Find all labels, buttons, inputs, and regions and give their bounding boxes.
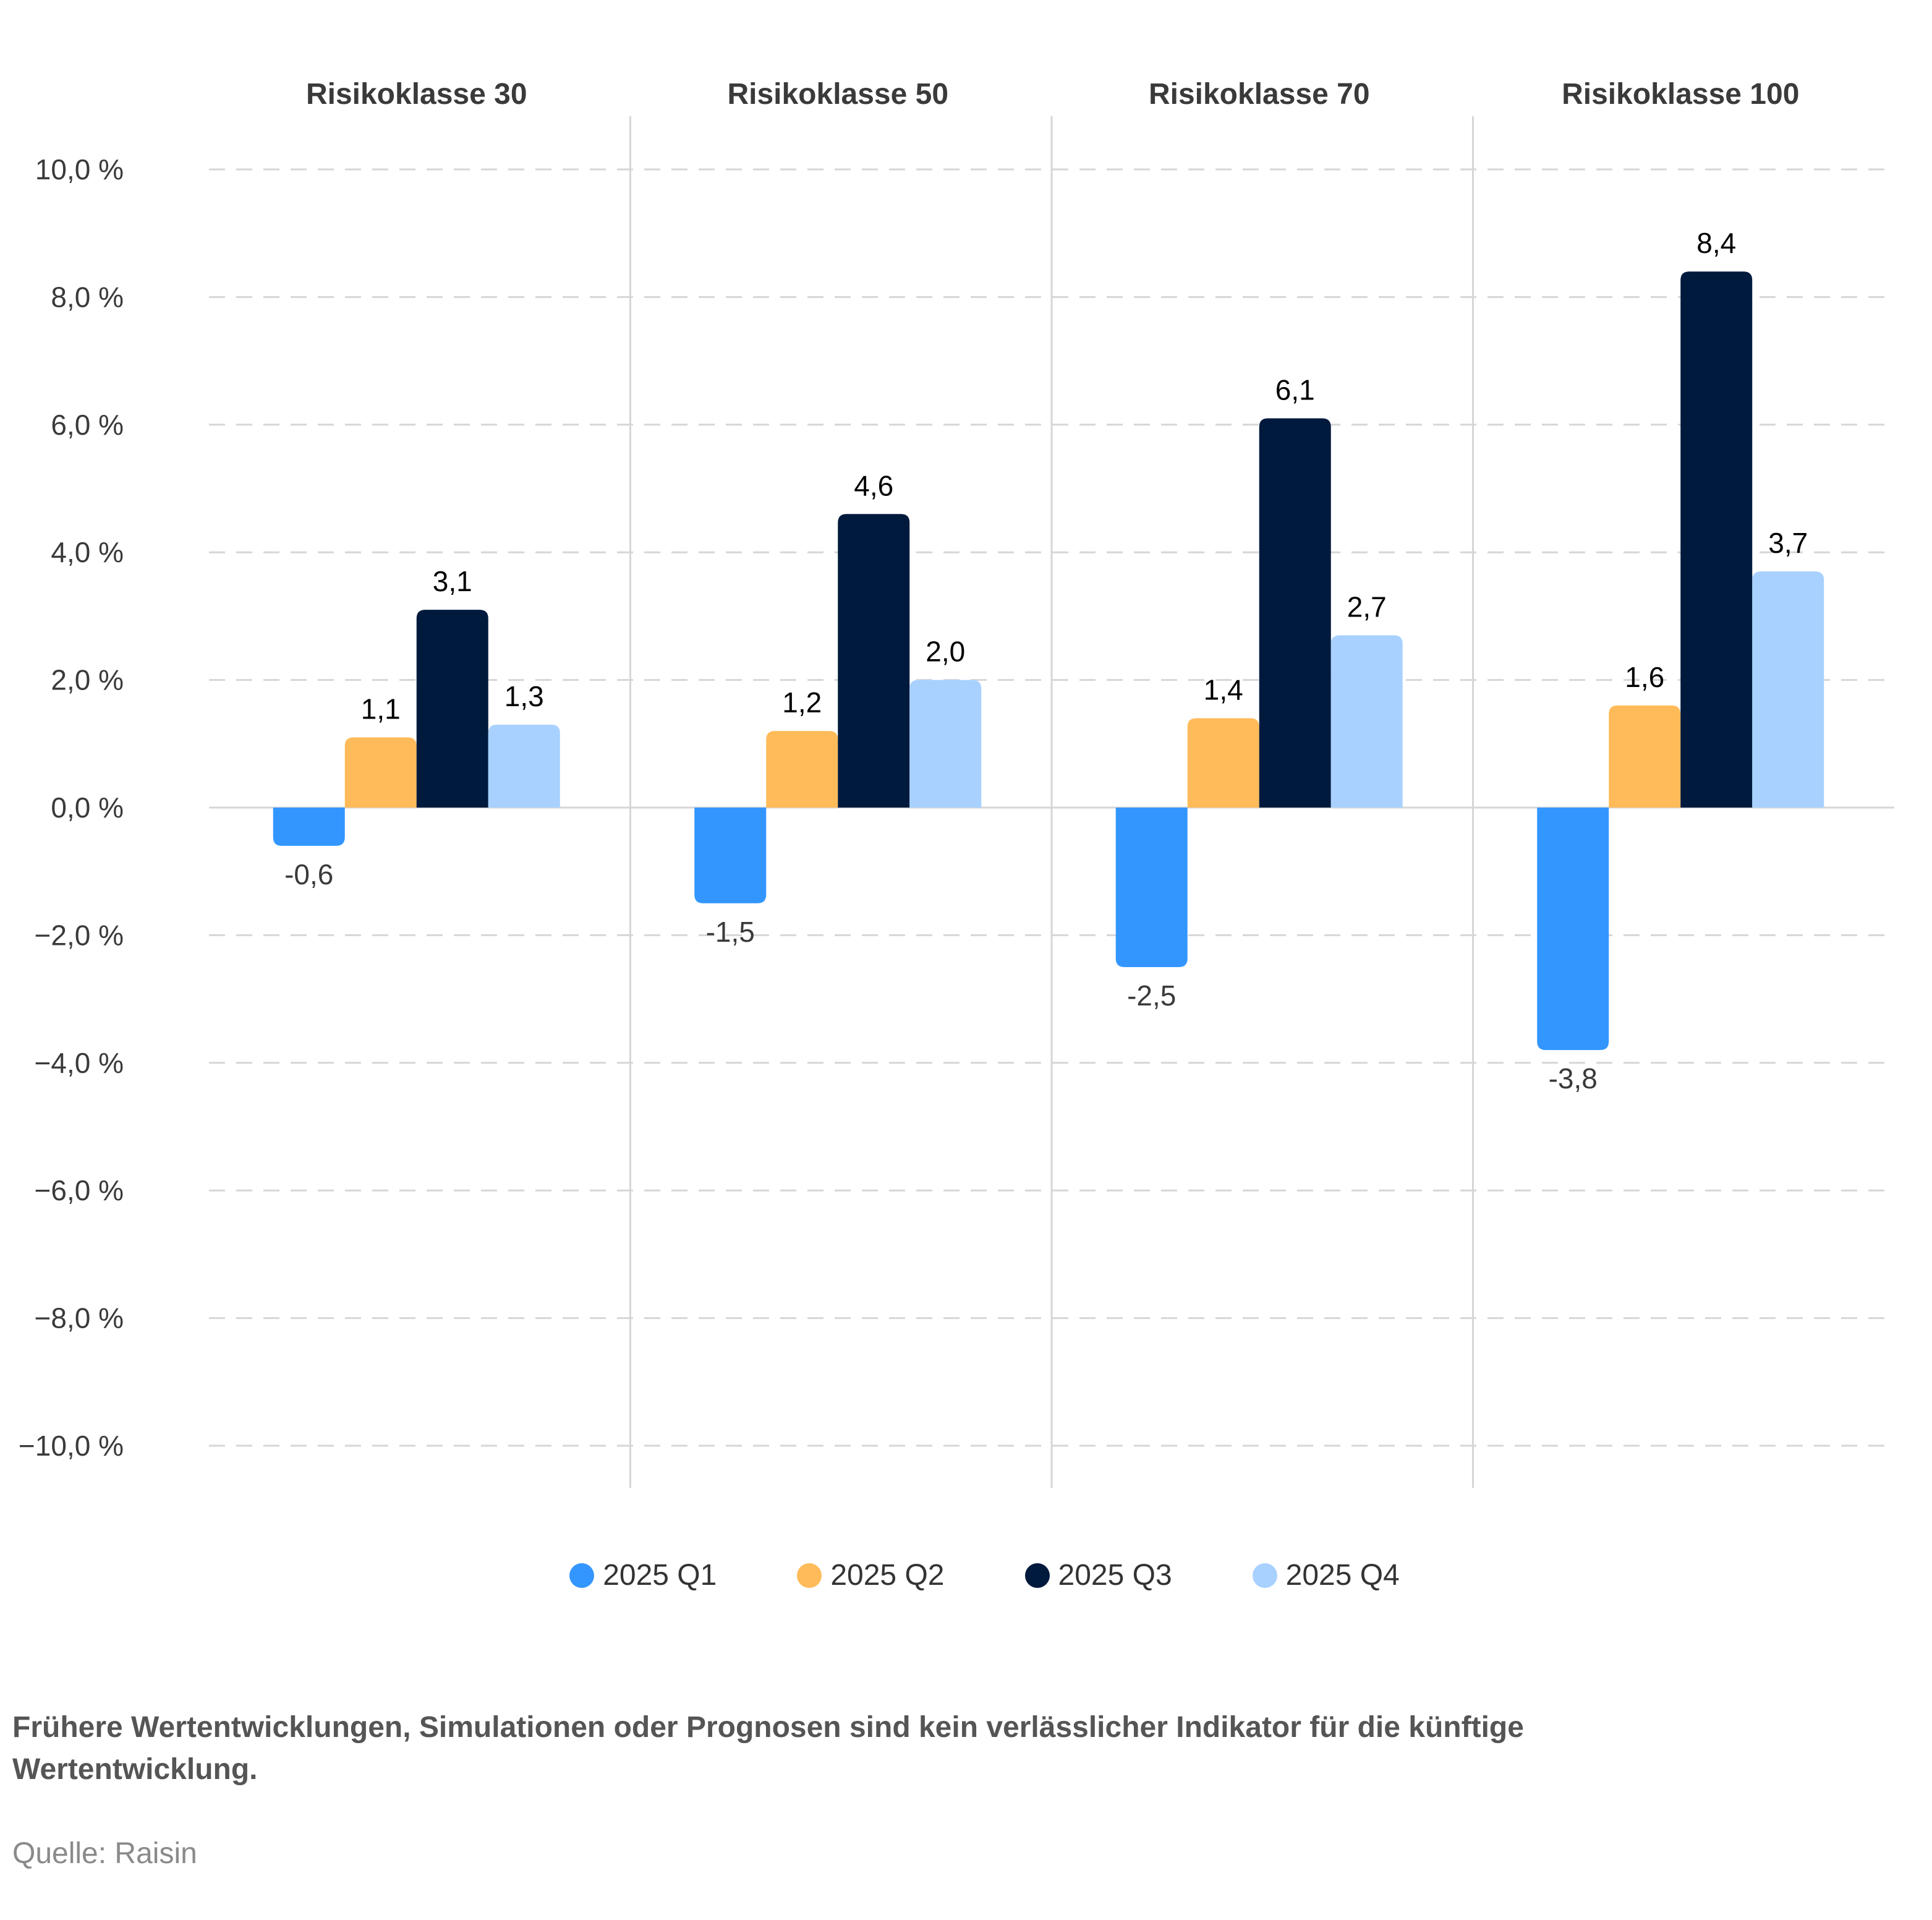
data-label: 1,4 [1204,674,1243,706]
y-tick-label: 6,0 % [51,409,124,441]
data-label: 1,2 [782,686,822,719]
legend-swatch-q2 [797,1563,822,1588]
bar [344,737,417,808]
y-tick-label: −6,0 % [35,1174,124,1206]
data-label: -3,8 [1549,1062,1598,1094]
bar [1115,808,1188,967]
bar [1680,271,1753,808]
panel-title: Risikoklasse 50 [727,78,948,111]
bar [1259,418,1331,808]
source-note: Quelle: Raisin [12,1837,197,1870]
y-tick-label: −8,0 % [35,1302,124,1334]
legend-item-q1[interactable]: 2025 Q1 [569,1558,717,1592]
bar [488,724,560,808]
bar [909,680,982,808]
bar [1609,705,1681,808]
bar [694,808,767,903]
legend-swatch-q4 [1252,1563,1277,1588]
bar [1752,571,1824,808]
y-tick-label: 8,0 % [51,281,124,313]
data-label: -0,6 [284,858,333,890]
data-label: -2,5 [1127,979,1176,1012]
legend-item-q2[interactable]: 2025 Q2 [797,1558,945,1592]
y-tick-label: 10,0 % [35,153,124,186]
data-label: -1,5 [706,916,755,948]
legend-swatch-q3 [1024,1563,1050,1588]
bar [766,731,838,808]
legend-label: 2025 Q4 [1285,1559,1400,1592]
y-tick-label: 2,0 % [51,664,124,696]
panel-title: Risikoklasse 100 [1562,78,1799,111]
y-tick-label: −2,0 % [35,919,124,951]
disclaimer-footnote: Frühere Wertentwicklungen, Simulationen … [12,1711,1524,1786]
panel-title: Risikoklasse 70 [1149,78,1370,111]
data-label: 4,6 [854,469,893,501]
bar-chart: 10,0 % 8,0 % 6,0 % 4,0 % 2,0 % 0,0 % −2,0 % −4,… [19,78,1894,1488]
bar [273,808,345,846]
data-label: 2,0 [926,636,965,668]
legend-item-q4[interactable]: 2025 Q4 [1252,1558,1400,1592]
y-tick-label: 4,0 % [51,536,124,568]
y-tick-label: −10,0 % [19,1430,124,1462]
bar [1537,808,1609,1051]
bar [1187,718,1259,808]
legend-swatch-q1 [569,1563,595,1588]
y-tick-label: −4,0 % [35,1047,124,1079]
data-label: 2,7 [1347,591,1387,623]
data-label: 8,4 [1696,227,1736,259]
bar [838,514,910,808]
data-label: 3,1 [433,565,472,597]
legend: 2025 Q1 2025 Q2 2025 Q3 2025 Q4 [0,1558,1932,1592]
panel-title: Risikoklasse 30 [306,78,527,111]
data-label: 1,1 [361,693,401,725]
bar [416,610,488,808]
bar [1330,635,1403,808]
legend-label: 2025 Q3 [1058,1559,1172,1592]
y-tick-label: 0,0 % [51,791,124,824]
data-label: 3,7 [1768,527,1808,559]
data-label: 1,6 [1625,661,1664,693]
legend-item-q3[interactable]: 2025 Q3 [1024,1558,1172,1592]
legend-label: 2025 Q2 [830,1559,945,1592]
data-label: 6,1 [1275,373,1315,406]
legend-label: 2025 Q1 [603,1559,717,1592]
data-label: 1,3 [504,680,544,712]
